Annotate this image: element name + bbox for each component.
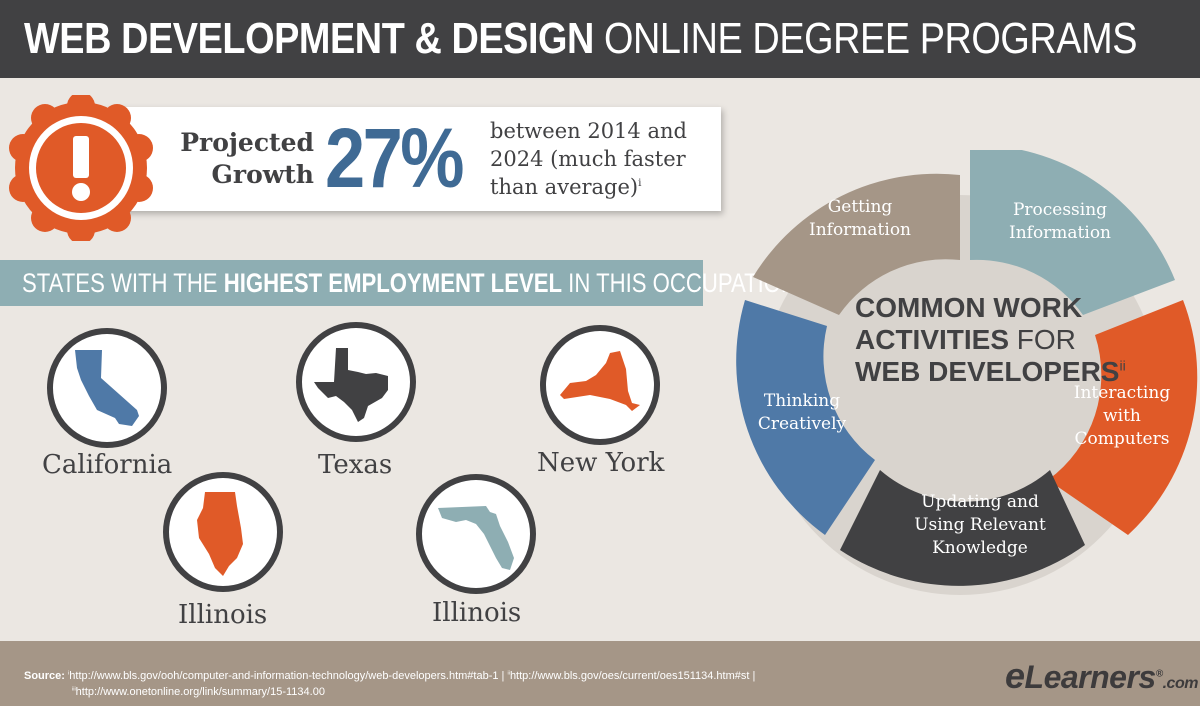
activity-thinking-creatively: Thinking Creatively [757, 391, 847, 434]
source-link-1[interactable]: http://www.bls.gov/ooh/computer-and-info… [69, 670, 499, 682]
new-york-map-icon [540, 325, 660, 445]
florida-map-icon [416, 474, 536, 594]
activity-getting-information: Getting Information [808, 197, 912, 240]
illinois-map-icon [163, 472, 283, 592]
state-label-new-york: New York [537, 448, 665, 478]
page-title: WEB DEVELOPMENT & DESIGN ONLINE DEGREE P… [24, 14, 1138, 63]
activity-processing-information: Processing Information [1008, 200, 1112, 243]
growth-percent: 27% [325, 111, 464, 205]
texas-map-icon [296, 322, 416, 442]
source-line: Source: ihttp://www.bls.gov/ooh/computer… [24, 670, 756, 682]
california-map-icon [47, 328, 167, 448]
exclamation-icon [9, 95, 153, 241]
growth-panel [105, 107, 721, 211]
state-label-florida: Illinois [432, 598, 522, 628]
activities-title: COMMON WORK ACTIVITIES FOR WEB DEVELOPER… [855, 292, 1126, 387]
source-link-3[interactable]: http://www.onetonline.org/link/summary/1… [75, 686, 325, 698]
activity-interacting-with-computers: Interacting with Computers [1073, 383, 1171, 449]
elearners-logo[interactable]: eLearners®.com [1005, 655, 1198, 696]
growth-note: between 2014 and 2024 (much faster than … [490, 119, 687, 199]
header-bar: WEB DEVELOPMENT & DESIGN ONLINE DEGREE P… [0, 0, 1200, 78]
activity-updating-knowledge: Updating and Using Relevant Knowledge [914, 492, 1046, 558]
states-banner-text: STATES WITH THE HIGHEST EMPLOYMENT LEVEL… [22, 267, 802, 298]
source-line-2: iiihttp://www.onetonline.org/link/summar… [72, 686, 325, 698]
growth-label: Projected Growth [180, 128, 314, 189]
state-label-california: California [42, 450, 173, 480]
activities-wheel [736, 150, 1198, 595]
states-banner: STATES WITH THE HIGHEST EMPLOYMENT LEVEL… [0, 260, 802, 306]
source-link-2[interactable]: http://www.bls.gov/oes/current/oes151134… [509, 670, 750, 682]
state-label-illinois: Illinois [178, 600, 268, 630]
footer-bar [0, 641, 1200, 706]
state-label-texas: Texas [318, 450, 393, 480]
